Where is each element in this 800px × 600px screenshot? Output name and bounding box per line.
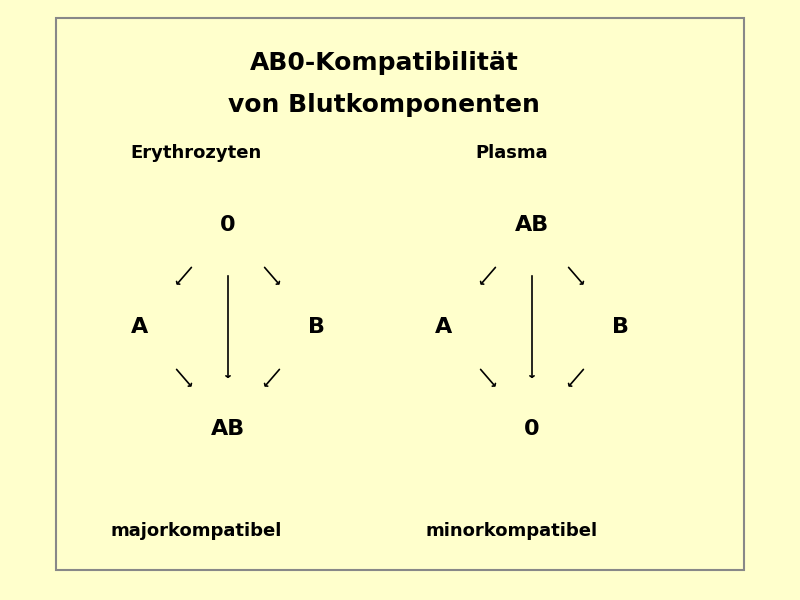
Text: von Blutkomponenten: von Blutkomponenten <box>228 93 540 117</box>
Text: minorkompatibel: minorkompatibel <box>426 522 598 540</box>
Text: AB: AB <box>211 419 245 439</box>
Text: Plasma: Plasma <box>476 144 548 162</box>
Text: majorkompatibel: majorkompatibel <box>110 522 282 540</box>
Text: 0: 0 <box>524 419 540 439</box>
Bar <box>56 18 744 570</box>
Text: B: B <box>611 317 629 337</box>
Text: Erythrozyten: Erythrozyten <box>130 144 262 162</box>
Text: A: A <box>435 317 453 337</box>
Text: B: B <box>307 317 325 337</box>
Text: AB: AB <box>515 215 549 235</box>
Text: AB0-Kompatibilität: AB0-Kompatibilität <box>250 51 518 75</box>
Text: A: A <box>131 317 149 337</box>
Text: 0: 0 <box>220 215 236 235</box>
